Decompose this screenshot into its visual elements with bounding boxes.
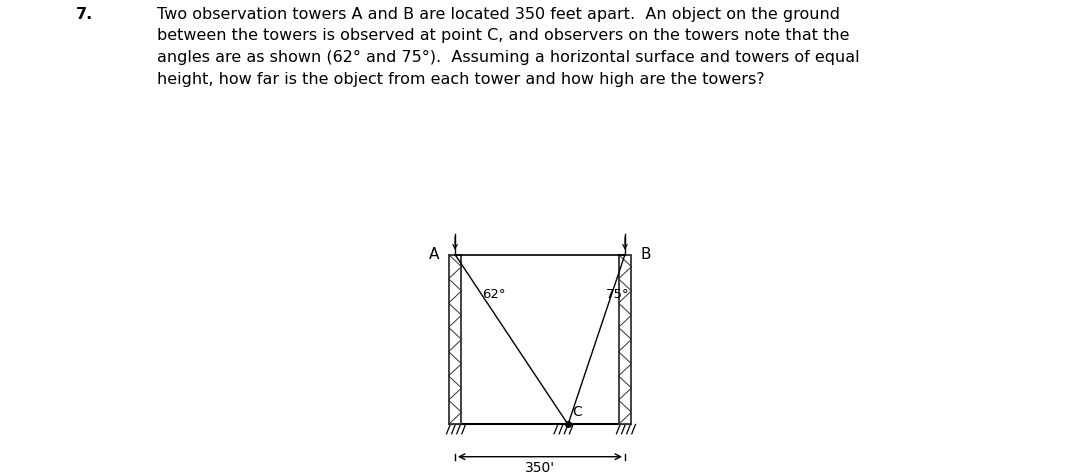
- Text: 75°: 75°: [606, 288, 630, 302]
- Text: 350': 350': [525, 461, 555, 472]
- Bar: [448, 254, 461, 424]
- Text: B: B: [640, 247, 651, 262]
- Text: C: C: [571, 405, 581, 419]
- Text: A: A: [429, 247, 440, 262]
- Text: 62°: 62°: [482, 288, 505, 302]
- Bar: [619, 254, 632, 424]
- Text: Two observation towers A and B are located 350 feet apart.  An object on the gro: Two observation towers A and B are locat…: [157, 7, 860, 87]
- Text: 7.: 7.: [76, 7, 93, 22]
